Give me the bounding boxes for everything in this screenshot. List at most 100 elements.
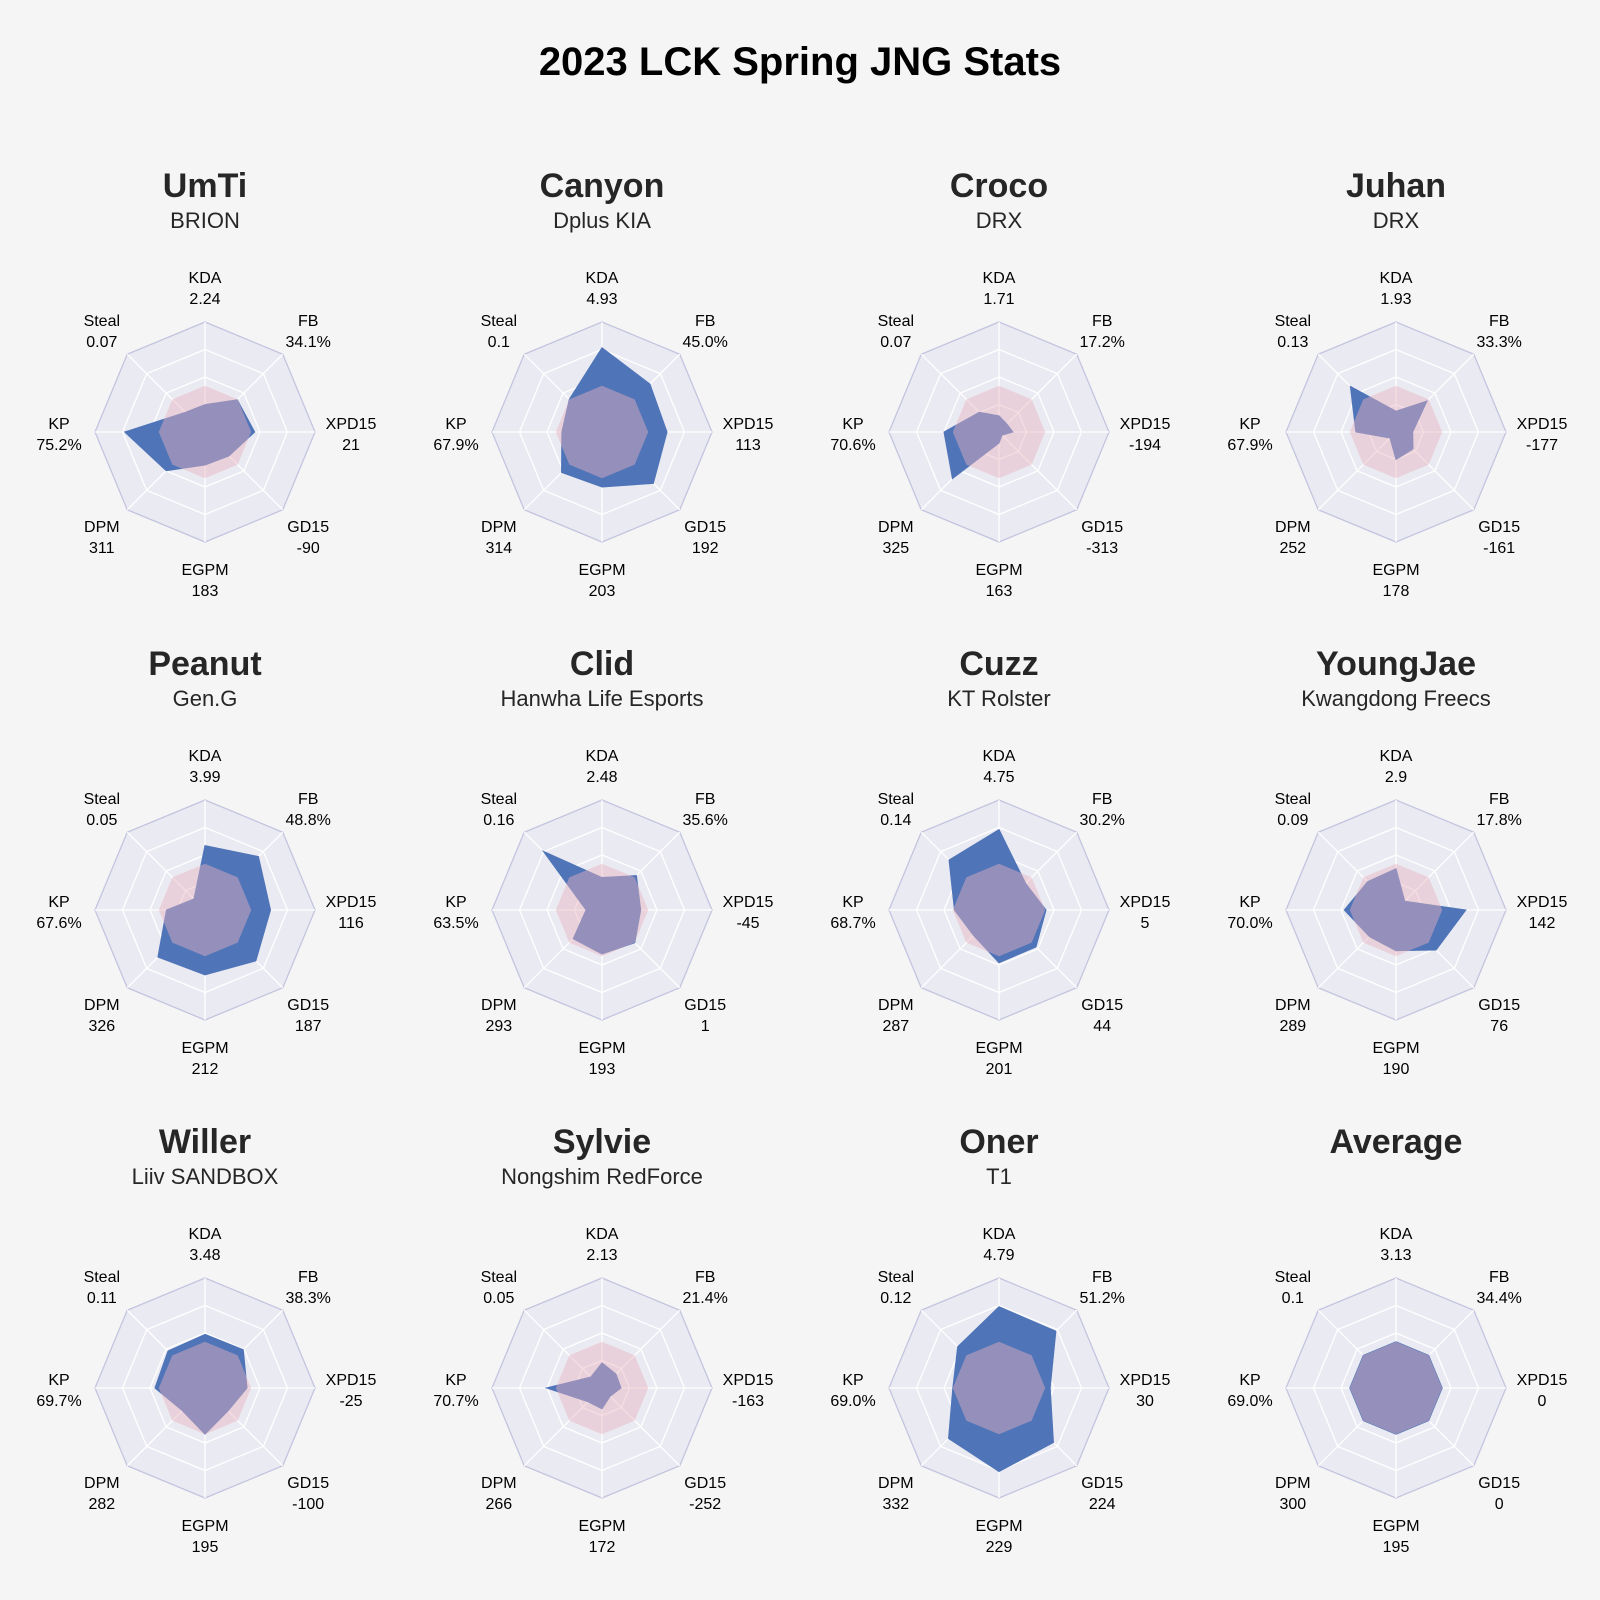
axis-value: 67.9% [1227, 437, 1272, 454]
axis-value: 0 [1495, 1496, 1504, 1513]
axis-value: 3.99 [189, 769, 220, 786]
radar-panel-croco: Croco DRX KDA 1.71 FB 17.2% XPD15 -194 GD15 -313 E… [799, 140, 1199, 610]
axis-value: -194 [1129, 437, 1161, 454]
axis-value: 69.7% [36, 1393, 81, 1410]
axis-label: Steal 0.05 [84, 791, 120, 829]
axis-label: FB 17.8% [1477, 791, 1522, 829]
radar-spoke [1317, 431, 1397, 511]
axis-value: 192 [692, 540, 719, 557]
player-name: YoungJae [1316, 645, 1476, 683]
axis-label: EGPM 172 [578, 1518, 625, 1556]
axis-value: 142 [1529, 915, 1556, 932]
player-name: Croco [949, 167, 1049, 205]
axis-label: Steal 0.12 [878, 1269, 914, 1307]
axis-value: 326 [88, 1018, 115, 1035]
axis-label: FB 51.2% [1080, 1269, 1125, 1307]
axis-value: 0.16 [483, 812, 514, 829]
axis-value: 68.7% [830, 915, 875, 932]
average-area [952, 863, 1046, 957]
average-area [555, 385, 649, 479]
radar-chart: KDA 4.93 FB 45.0% XPD15 113 GD15 192 EGPM 203 DPM 3… [433, 270, 774, 600]
axis-value: 190 [1383, 1061, 1410, 1078]
axis-value: 163 [986, 583, 1013, 600]
radar-panel-canyon: Canyon Dplus KIA KDA 4.93 FB 45.0% XPD15 113 GD1… [402, 140, 802, 610]
axis-value: 332 [882, 1496, 909, 1513]
average-area [555, 1341, 649, 1435]
radar-panel-cuzz: Cuzz KT Rolster KDA 4.75 FB 30.2% XPD15 5 GD15 44… [799, 618, 1199, 1088]
radar-chart: KDA 3.99 FB 48.8% XPD15 116 GD15 187 EGPM 212 DPM 3… [36, 748, 376, 1078]
axis-value: 2.48 [586, 769, 617, 786]
axis-label: XPD15 -25 [326, 1372, 377, 1410]
player-name: Clid [569, 645, 635, 683]
axis-label: KP 69.0% [1227, 1372, 1272, 1410]
axis-label: DPM 332 [878, 1475, 914, 1513]
axis-label: EGPM 201 [975, 1040, 1022, 1078]
axis-label: KDA 4.75 [983, 748, 1016, 786]
axis-value: 3.48 [189, 1247, 220, 1264]
axis-value: 289 [1279, 1018, 1306, 1035]
axis-value: 325 [882, 540, 909, 557]
radar-panel-peanut: Peanut Gen.G KDA 3.99 FB 48.8% XPD15 116 GD15 187… [5, 618, 405, 1088]
radar-spoke [998, 431, 1078, 511]
axis-value: 2.24 [189, 291, 220, 308]
radar-chart: KDA 4.75 FB 30.2% XPD15 5 GD15 44 EGPM 201 DPM 287 K… [830, 748, 1170, 1078]
radar-spoke [601, 1387, 681, 1467]
axis-label: KP 69.0% [830, 1372, 875, 1410]
axis-value: 0.05 [483, 1290, 514, 1307]
player-area [157, 845, 272, 976]
axis-label: KDA 4.79 [983, 1226, 1016, 1264]
axis-label: FB 48.8% [286, 791, 331, 829]
axis-label: FB 34.1% [286, 313, 331, 351]
axis-label: KP 67.6% [36, 894, 81, 932]
team-name: BRION [170, 208, 240, 233]
player-area [1343, 867, 1467, 952]
axis-label: GD15 224 [1081, 1475, 1123, 1513]
axis-label: KP 67.9% [1227, 416, 1272, 454]
axis-value: 224 [1089, 1496, 1116, 1513]
radar-panel-clid: Clid Hanwha Life Esports KDA 2.48 FB 35.6% XPD… [402, 618, 802, 1088]
radar-spoke [1395, 831, 1475, 911]
axis-label: XPD15 113 [723, 416, 774, 454]
team-name: T1 [986, 1164, 1012, 1189]
player-name: Average [1329, 1123, 1463, 1161]
radar-chart: KDA 2.24 FB 34.1% XPD15 21 GD15 -90 EGPM 183 DPM 31… [36, 270, 376, 600]
axis-value: 35.6% [683, 812, 728, 829]
axis-label: KP 75.2% [36, 416, 81, 454]
average-area [952, 1341, 1046, 1435]
player-name: Cuzz [959, 645, 1039, 683]
team-name: Dplus KIA [553, 208, 651, 233]
axis-label: GD15 -313 [1081, 519, 1123, 557]
axis-value: 4.93 [586, 291, 617, 308]
axis-value: 0.14 [880, 812, 911, 829]
axis-label: XPD15 0 [1517, 1372, 1568, 1410]
axis-value: 70.6% [830, 437, 875, 454]
axis-value: -177 [1526, 437, 1558, 454]
player-name: UmTi [162, 167, 248, 205]
axis-label: KP 67.9% [433, 416, 478, 454]
axis-label: GD15 -100 [287, 1475, 329, 1513]
axis-value: 69.0% [1227, 1393, 1272, 1410]
team-name: Kwangdong Freecs [1301, 686, 1491, 711]
axis-value: 0.07 [86, 334, 117, 351]
axis-value: 266 [485, 1496, 512, 1513]
axis-value: 0.1 [1282, 1290, 1304, 1307]
player-name: Sylvie [552, 1123, 652, 1161]
radar-chart: KDA 1.71 FB 17.2% XPD15 -194 GD15 -313 EGPM 163 DP… [830, 270, 1170, 600]
axis-label: XPD15 -45 [723, 894, 774, 932]
average-area [1349, 863, 1443, 957]
axis-value: 38.3% [286, 1290, 331, 1307]
average-area [158, 863, 252, 957]
axis-label: FB 34.4% [1477, 1269, 1522, 1307]
axis-label: EGPM 163 [975, 562, 1022, 600]
axis-label: DPM 287 [878, 997, 914, 1035]
radar-panel-average: Average KDA 3.13 FB 34.4% XPD15 0 GD15 0 EGPM 195 D… [1196, 1096, 1596, 1566]
axis-value: 172 [589, 1539, 616, 1556]
axis-value: 195 [192, 1539, 219, 1556]
axis-label: KP 70.6% [830, 416, 875, 454]
radar-chart: KDA 1.93 FB 33.3% XPD15 -177 GD15 -161 EGPM 178 DP… [1227, 270, 1567, 600]
average-area [1349, 1341, 1443, 1435]
axis-value: 0.09 [1277, 812, 1308, 829]
player-name: Juhan [1345, 167, 1447, 205]
axis-value: 287 [882, 1018, 909, 1035]
